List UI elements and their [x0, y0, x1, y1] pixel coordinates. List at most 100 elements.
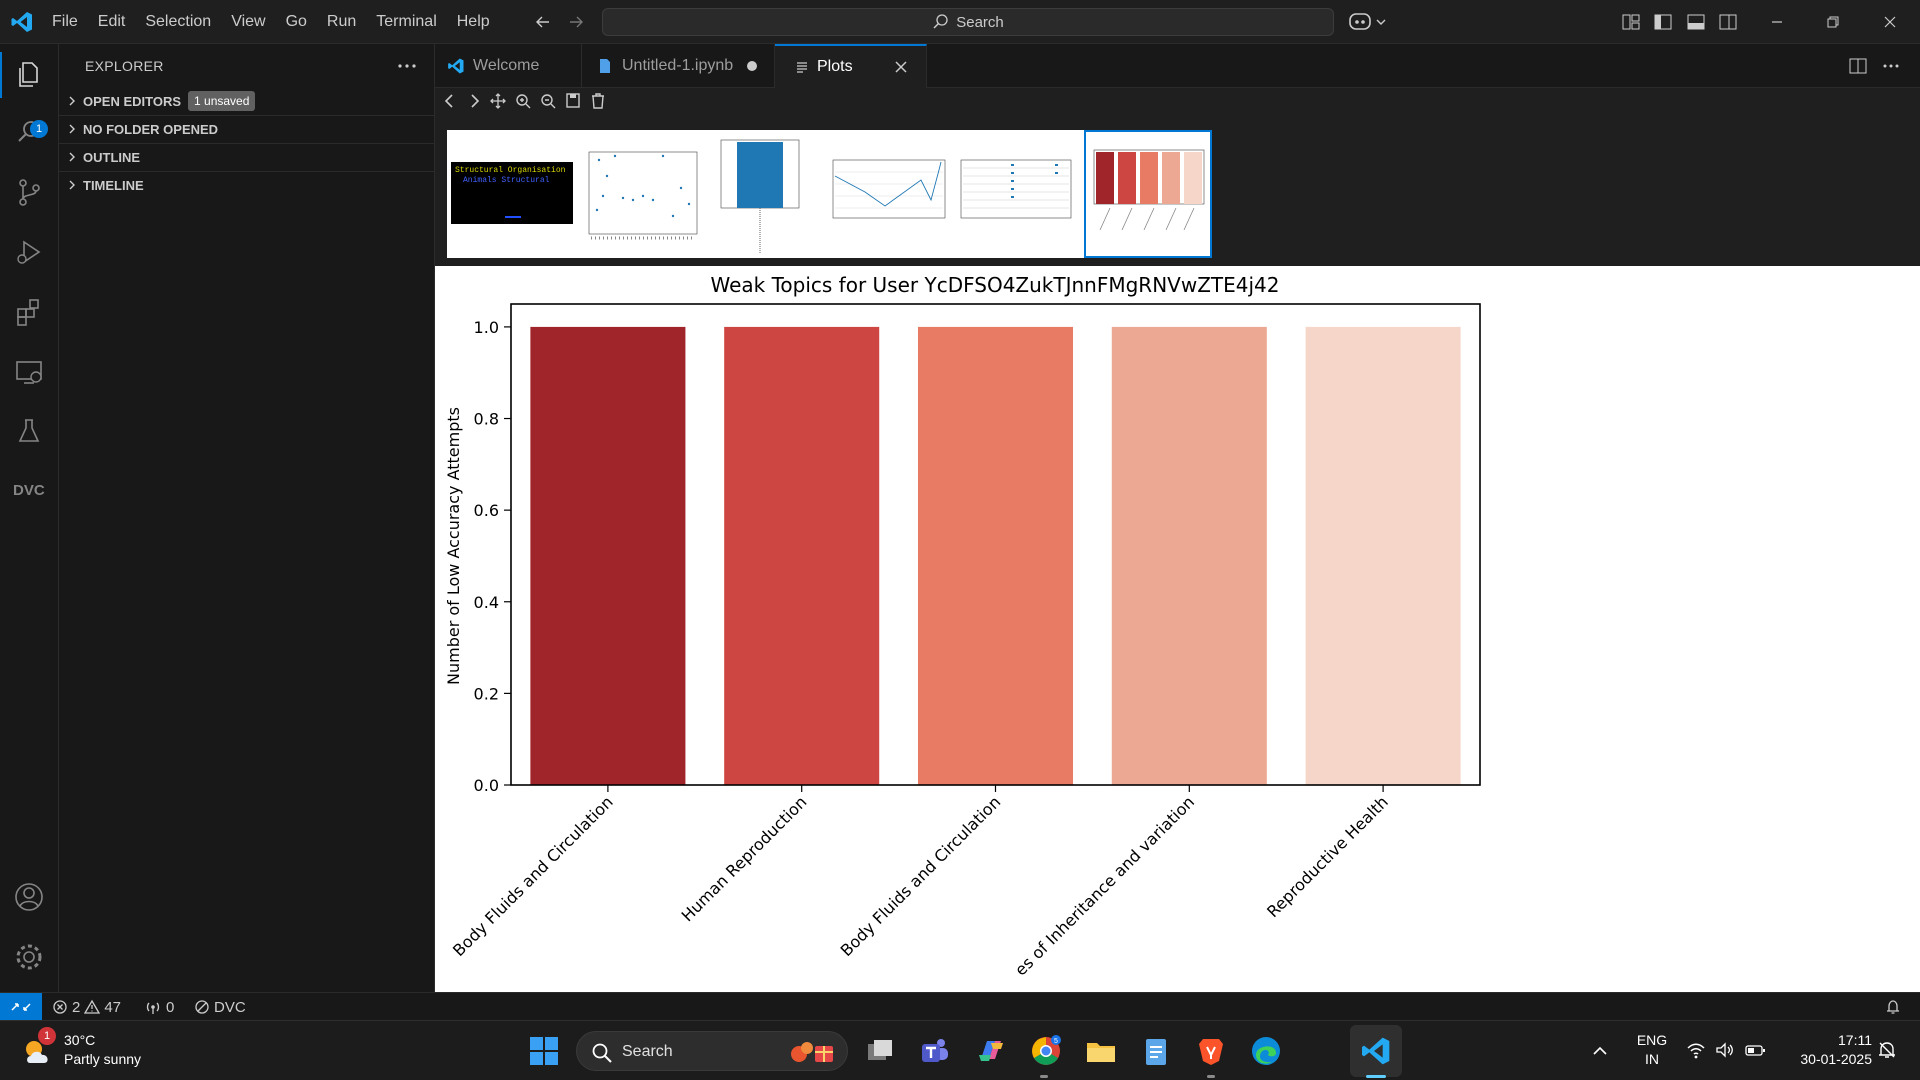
more-actions-icon[interactable] [395, 56, 419, 76]
zoom-in-icon[interactable] [514, 92, 532, 110]
delete-plot-icon[interactable] [589, 92, 607, 110]
teams-icon[interactable] [919, 1035, 951, 1067]
weather-temperature: 30°C [64, 1032, 96, 1048]
circle-slash-icon [195, 1000, 209, 1014]
copilot-icon[interactable] [1348, 10, 1390, 34]
windows-start-icon[interactable] [528, 1035, 560, 1067]
remote-explorer-activity[interactable] [12, 355, 46, 389]
remote-indicator[interactable] [0, 993, 42, 1021]
menu-file[interactable]: File [52, 13, 78, 30]
windows-taskbar: 1 30°C Partly sunny Search 5 ENG IN 17:1… [0, 1020, 1920, 1080]
menu-selection[interactable]: Selection [145, 13, 212, 30]
plot-thumbnail-5[interactable] [951, 130, 1077, 258]
plot-thumbnail-4[interactable] [821, 130, 951, 258]
chrome-icon[interactable]: 5 [1030, 1035, 1062, 1067]
ports-count: 0 [166, 998, 175, 1016]
clock-time[interactable]: 17:11 [1838, 1032, 1872, 1048]
vscode-taskbar-icon[interactable] [1360, 1035, 1392, 1067]
menu-run[interactable]: Run [326, 13, 357, 30]
menu-go[interactable]: Go [285, 13, 307, 30]
explorer-sidebar: EXPLORER OPEN EDITORS 1 unsaved NO FOLDE… [59, 44, 435, 992]
tab-welcome[interactable]: Welcome [435, 44, 582, 88]
pan-icon[interactable] [489, 92, 507, 110]
dvc-activity[interactable]: DVC [12, 472, 46, 506]
toggle-panel-icon[interactable] [1686, 12, 1706, 32]
toggle-primary-sidebar-icon[interactable] [1653, 12, 1673, 32]
toggle-secondary-sidebar-icon[interactable] [1718, 12, 1738, 32]
plot-thumbnail-3[interactable] [701, 130, 821, 258]
source-control-icon [19, 179, 40, 206]
battery-icon[interactable] [1744, 1041, 1766, 1059]
thumbnail-weak-topics-plot [1084, 130, 1212, 258]
testing-activity[interactable] [12, 414, 46, 448]
forward-arrow-icon[interactable] [566, 12, 586, 32]
wifi-icon[interactable] [1686, 1041, 1706, 1059]
minimize-icon[interactable] [1765, 10, 1789, 34]
section-folder[interactable]: NO FOLDER OPENED [59, 116, 435, 142]
chart-bar [1111, 326, 1267, 785]
ports-indicator[interactable]: 0 [144, 997, 174, 1017]
run-debug-activity[interactable] [12, 235, 46, 269]
dvc-status[interactable]: DVC [194, 997, 246, 1017]
extensions-activity[interactable] [12, 295, 46, 329]
next-plot-icon[interactable] [465, 92, 483, 110]
partly-sunny-icon [26, 1041, 48, 1063]
previous-plot-icon[interactable] [441, 92, 459, 110]
chevron-up-icon[interactable] [1590, 1042, 1610, 1060]
source-control-activity[interactable] [12, 175, 46, 209]
taskbar-search-label: Search [622, 1043, 673, 1060]
clock-date[interactable]: 30-01-2025 [1800, 1051, 1872, 1067]
volume-icon[interactable] [1715, 1041, 1735, 1059]
notepad-icon[interactable] [1140, 1035, 1172, 1067]
plot-thumbnail-1[interactable]: Structural Organisation Animals Structur… [447, 130, 577, 258]
chart-title: Weak Topics for User YcDFSO4ZukTJnnFMgRN… [711, 273, 1280, 297]
close-icon[interactable] [893, 59, 909, 75]
thumbnail-table-plot [960, 159, 1072, 219]
notification-center-icon[interactable] [1876, 1039, 1898, 1061]
menu-view[interactable]: View [231, 13, 266, 30]
menu-help[interactable]: Help [456, 13, 490, 30]
more-actions-icon[interactable] [1881, 56, 1901, 76]
section-open-editors[interactable]: OPEN EDITORS 1 unsaved [59, 88, 435, 114]
explorer-activity[interactable] [0, 52, 46, 98]
customize-layout-icon[interactable] [1621, 12, 1641, 32]
back-arrow-icon[interactable] [533, 12, 553, 32]
thumbnail-line-1: Structural Organisation [455, 166, 566, 175]
svg-text:DVC: DVC [13, 482, 45, 499]
manage-activity[interactable] [12, 940, 46, 974]
save-plot-icon[interactable] [564, 92, 582, 110]
weather-widget[interactable]: 1 30°C Partly sunny [22, 1027, 222, 1071]
error-icon [53, 1000, 67, 1014]
tab-plots[interactable]: Plots [775, 44, 927, 88]
menu-terminal[interactable]: Terminal [376, 13, 437, 30]
file-explorer-icon[interactable] [1085, 1035, 1117, 1067]
flask-icon [18, 419, 40, 442]
split-editor-icon[interactable] [1848, 56, 1868, 76]
unsaved-dot-icon [747, 61, 758, 71]
section-outline[interactable]: OUTLINE [59, 144, 435, 170]
zoom-out-icon[interactable] [539, 92, 557, 110]
brave-icon[interactable] [1195, 1035, 1227, 1067]
command-center-search[interactable]: Search [602, 8, 1334, 36]
accounts-activity[interactable] [12, 880, 46, 914]
plot-thumbnail-6-selected[interactable] [1084, 130, 1212, 258]
chart-bar [530, 326, 686, 785]
task-view-icon[interactable] [864, 1035, 896, 1067]
plot-thumbnail-2[interactable] [577, 130, 701, 258]
weak-topics-chart: Weak Topics for User YcDFSO4ZukTJnnFMgRN… [444, 273, 1481, 979]
bell-icon[interactable] [1884, 998, 1902, 1016]
thumbnail-scatter-plot [588, 151, 698, 240]
close-window-icon[interactable] [1878, 10, 1902, 34]
language-line-1[interactable]: ENG [1636, 1032, 1668, 1048]
language-line-2[interactable]: IN [1645, 1051, 1659, 1067]
section-timeline[interactable]: TIMELINE [59, 172, 435, 198]
taskbar-search[interactable]: Search [576, 1031, 848, 1071]
tab-untitled-notebook[interactable]: Untitled-1.ipynb [582, 44, 775, 88]
warning-icon [84, 999, 101, 1014]
restore-icon[interactable] [1821, 10, 1845, 34]
copilot-app-icon[interactable] [975, 1035, 1007, 1067]
tab-label: Welcome [473, 57, 540, 74]
menu-edit[interactable]: Edit [97, 13, 126, 30]
edge-icon[interactable] [1250, 1035, 1282, 1067]
problems-indicator[interactable]: 2 47 [52, 997, 121, 1017]
